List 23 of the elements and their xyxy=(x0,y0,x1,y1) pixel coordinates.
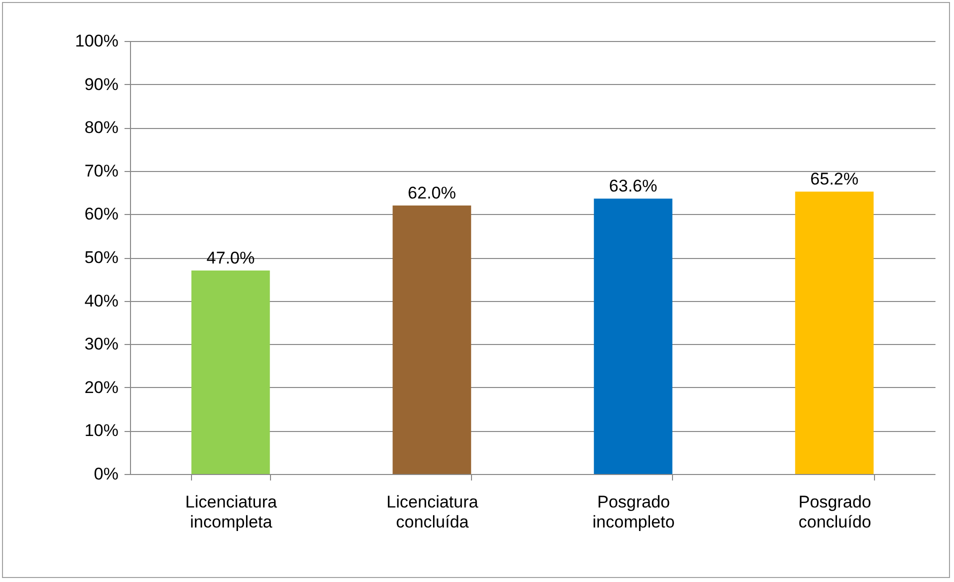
data-label: 63.6% xyxy=(609,176,658,196)
bar xyxy=(191,270,270,474)
y-tick-label: 90% xyxy=(84,74,118,94)
x-tick-label: Posgrado incompleto xyxy=(592,492,675,532)
y-tick-label: 50% xyxy=(84,248,118,267)
bar xyxy=(392,206,472,474)
data-label: 65.2% xyxy=(810,170,858,189)
y-tick-label: 60% xyxy=(84,204,118,224)
x-tick-label: Licenciatura incompleta xyxy=(185,492,278,532)
y-tick-label: 70% xyxy=(84,161,118,180)
data-label: 62.0% xyxy=(408,184,456,203)
y-tick-label: 0% xyxy=(94,464,118,484)
y-tick-label: 100% xyxy=(75,32,118,50)
x-tick-label: Licenciatura concluída xyxy=(386,492,479,532)
bar xyxy=(795,192,874,474)
x-tick-label: Posgrado concluído xyxy=(798,492,872,532)
y-tick-label: 30% xyxy=(84,334,118,354)
y-tick-label: 10% xyxy=(84,421,118,440)
bar xyxy=(594,198,672,474)
y-tick-label: 40% xyxy=(84,291,118,310)
y-tick-label: 80% xyxy=(84,118,118,138)
data-label: 47.0% xyxy=(206,248,255,268)
y-tick-label: 20% xyxy=(84,378,118,397)
